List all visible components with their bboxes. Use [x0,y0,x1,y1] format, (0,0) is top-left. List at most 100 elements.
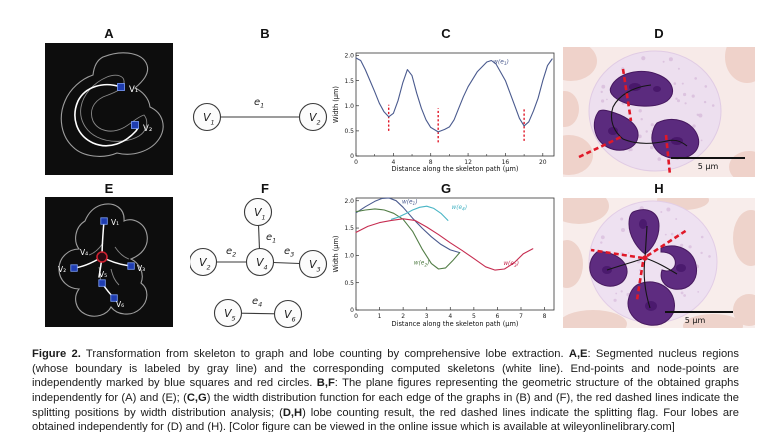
caption-segment: ) lobe counting result, the red dashed l… [32,406,739,432]
figure-caption: Figure 2. Transformation from skeleton t… [32,347,739,432]
speckle-dot [637,134,642,139]
series-label: w(e3) [503,261,519,269]
speckle-dot [697,291,700,293]
x-tick-label: 5 [472,313,476,320]
y-tick-label: 1.5 [344,225,354,232]
speckle-dot [638,109,642,113]
speckle-dot [673,82,677,85]
y-axis-label: Width (μm) [332,86,340,123]
series-line [355,197,461,254]
speckle-dot [678,233,681,236]
y-tick-label: 0 [350,307,354,314]
speckle-dot [600,90,603,94]
skeleton-line [610,84,688,147]
speckle-dot [620,217,624,221]
graph-node [245,247,275,277]
speckle-dot [660,211,663,213]
endpoint-markers [70,217,135,302]
speckle-dot [688,245,692,249]
x-tick-label: 6 [496,313,500,320]
panel-label-b: B [260,26,270,41]
x-axis-label: Distance along the skeleton path (μm) [392,165,519,173]
panel-label-c: C [441,26,451,41]
x-tick-label: 8 [429,159,433,166]
speckle-dot [675,218,678,220]
panel-label-g: G [440,181,452,196]
series-line [355,57,553,133]
series-label: w(e1) [493,60,509,68]
speckle-dot [675,97,678,100]
graph-node [273,299,303,329]
graph-node [192,102,222,132]
graph-node-label: V2 [199,256,211,272]
graph-node [243,197,273,227]
caption-segment: : Segmented nucleus regions (whose bound… [32,348,739,390]
y-tick-label: 1.0 [344,103,354,110]
speckle-dot [677,67,680,70]
panel-label-a: A [104,26,114,41]
speckle-dot [700,251,703,255]
x-tick-label: 0 [354,313,358,320]
speckle-dot [601,84,606,89]
speckle-dot [641,56,646,61]
panel-a-image: V₁ V₂ [45,43,173,175]
speckle-dot [700,235,704,239]
vertex-label: V₁ [129,85,138,95]
x-axis-label: Distance along the skeleton path (μm) [392,320,519,328]
caption-segment: : The plane figures representing the geo… [32,377,739,404]
speckle-dot [694,77,697,80]
speckle-dot [680,243,684,247]
graph-node-label: V1 [254,206,266,222]
speckle-dot [691,94,695,98]
nucleus-texture [602,219,686,311]
graph-node-label: V3 [309,258,321,274]
graph-node [190,247,218,277]
x-tick-label: 3 [425,313,429,320]
panel-label-h: H [654,181,664,196]
speckle-dot [627,252,630,254]
x-tick-label: 0 [354,159,358,166]
panel-label-d: D [654,26,664,41]
speckle-dot [606,98,608,101]
graph-node-label: V5 [224,307,236,323]
graph-edge-label: e3 [284,246,294,259]
graph-node [298,249,328,279]
speckle-dot [621,228,625,232]
series-label: w(e1) [402,199,418,207]
speckle-dot [711,104,715,107]
caption-bold-segment: A,E [568,348,588,361]
x-tick-label: 4 [391,159,395,166]
caption-bold-segment: C,G [186,391,207,404]
speckle-dot [666,207,671,212]
speckle-dot [601,99,605,103]
x-tick-label: 1 [378,313,382,320]
svg-text:V₂: V₂ [58,265,66,274]
y-tick-label: 2.0 [344,198,354,205]
series-label: w(e4) [451,205,467,213]
graph-node-label: V2 [309,111,321,127]
speckle-dot [668,57,673,62]
speckle-dot [662,60,665,63]
caption-bold-segment: B,F [316,377,335,390]
panel-b-graph: e1 V1 V2 [192,97,328,132]
y-tick-label: 1.5 [344,78,354,85]
split-dashed-lines [590,228,688,301]
speckle-dot [600,241,603,244]
x-tick-label: 2 [401,313,405,320]
panel-c-chart: 0 4 8 12 16 20 0 0.5 1.0 1.5 2.0 Distance along the… [332,52,555,173]
speckle-dot [600,235,605,240]
speckle-dot [657,157,662,161]
plot-box [355,52,555,157]
speckle-dot [664,233,667,236]
endpoint-marker [117,83,125,91]
scale-bar-label: 5 μm [698,162,719,171]
panel-f-graph: e1 e2 e3 e4 V1 V2 V3 V4 V5 V6 [190,197,328,329]
series-label: w(e2) [414,261,430,269]
y-tick-label: 2.0 [344,53,354,60]
graph-edge-label: e1 [266,232,276,245]
graph-edge-label: e4 [252,296,262,309]
svg-text:V₄: V₄ [80,248,88,257]
split-dashed-lines [578,68,672,176]
vertex-label: V₂ [143,124,152,134]
